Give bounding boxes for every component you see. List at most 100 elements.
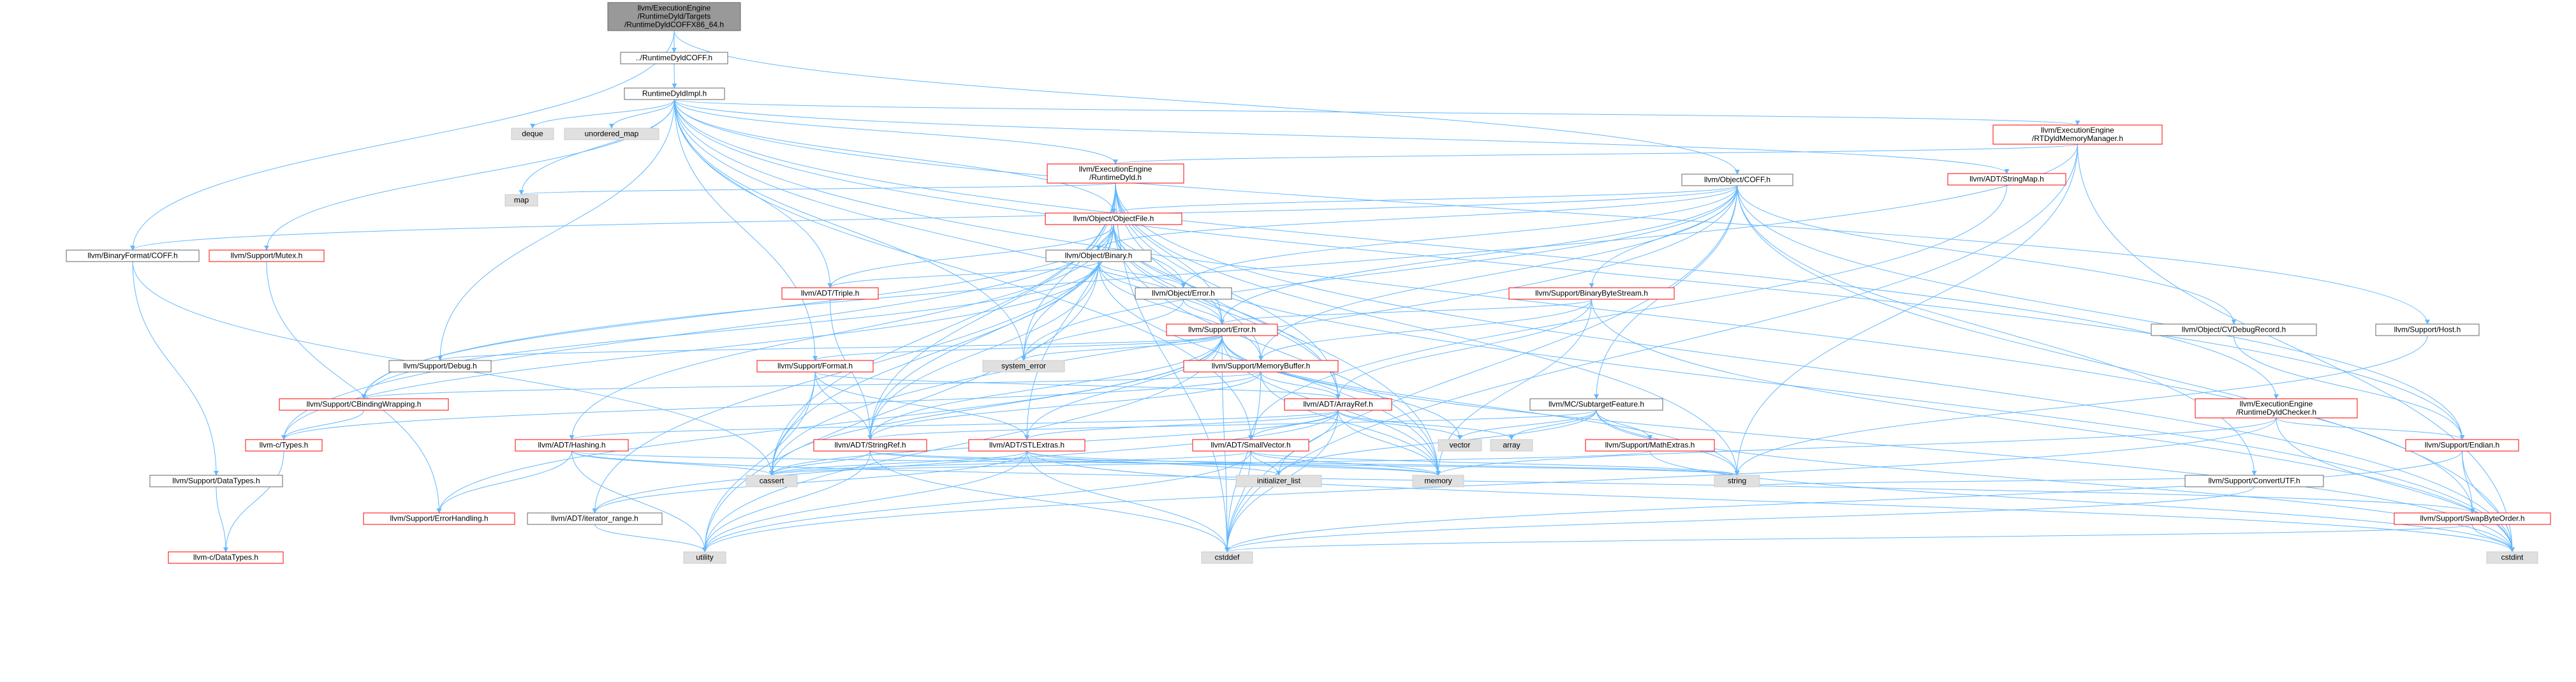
node-host[interactable]: llvm/Support/Host.h <box>2375 323 2480 336</box>
node-box <box>1585 439 1715 452</box>
node-box <box>620 52 728 64</box>
edge-objfile-to-cassert <box>769 224 1114 476</box>
node-box <box>781 287 879 300</box>
node-objfile[interactable]: llvm/Object/ObjectFile.h <box>1045 212 1182 225</box>
node-datatypes[interactable]: llvm/Support/DataTypes.h <box>149 475 283 487</box>
node-label: llvm/MC/SubtargetFeature.h <box>1549 400 1644 409</box>
edge-rtdyldmm-to-runtimedyld <box>1113 144 2078 165</box>
node-endian[interactable]: llvm/Support/Endian.h <box>2405 439 2519 452</box>
node-smallvector[interactable]: llvm/ADT/SmallVector.h <box>1192 439 1309 452</box>
node-label: cstddef <box>1215 553 1240 562</box>
node-box <box>1183 360 1339 373</box>
edge-binary-to-objerror <box>1098 261 1186 288</box>
node-unordered-map[interactable]: unordered_map <box>564 128 659 140</box>
node-box <box>279 398 449 411</box>
node-mathextras[interactable]: llvm/Support/MathExtras.h <box>1585 439 1715 452</box>
node-cstddef[interactable]: cstddef <box>1201 551 1253 564</box>
node-label: llvm/ExecutionEngine <box>2240 399 2313 408</box>
edge-rdimpl-to-triple <box>674 99 833 288</box>
node-superror[interactable]: llvm/Support/Error.h <box>1166 323 1278 336</box>
node-box <box>982 360 1065 373</box>
node-label: llvm/ADT/Triple.h <box>801 289 860 298</box>
node-label: cassert <box>760 477 784 486</box>
node-mutex[interactable]: llvm/Support/Mutex.h <box>209 249 325 262</box>
edge-convertutf-to-string <box>1735 475 2255 487</box>
node-ctypes[interactable]: llvm-c/Types.h <box>245 439 323 452</box>
edge-superror-to-stlextras <box>1024 335 1223 440</box>
node-cbinding[interactable]: llvm/Support/CBindingWrapping.h <box>279 398 449 411</box>
edge-hashing-to-errorhandling <box>436 450 572 514</box>
edge-host-to-string <box>1734 335 2428 476</box>
node-box <box>1166 323 1278 336</box>
edge-objcoff-to-cvdebug <box>1737 185 2237 325</box>
edge-arrayref-to-vector <box>1337 410 1462 440</box>
node-debug[interactable]: llvm/Support/Debug.h <box>388 360 492 373</box>
node-system-error[interactable]: system_error <box>982 360 1065 373</box>
node-stringmap[interactable]: llvm/ADT/StringMap.h <box>1947 173 2066 186</box>
node-label: /RuntimeDyldChecker.h <box>2236 408 2316 417</box>
node-stlextras[interactable]: llvm/ADT/STLExtras.h <box>968 439 1086 452</box>
node-objcoff[interactable]: llvm/Object/COFF.h <box>1681 174 1793 186</box>
node-box <box>1201 551 1253 564</box>
node-vector[interactable]: vector <box>1438 439 1482 452</box>
edge-rdimpl-to-host <box>674 99 2430 325</box>
node-string[interactable]: string <box>1714 475 1760 487</box>
edge-subtarget-to-initializer_list <box>1276 410 1597 476</box>
node-box <box>2151 323 2317 336</box>
node-ctypesdata[interactable]: llvm-c/DataTypes.h <box>168 551 284 564</box>
node-label: cstdint <box>2501 553 2524 562</box>
edge-smallvector-to-string <box>1250 450 1740 476</box>
node-binbytestream[interactable]: llvm/Support/BinaryByteStream.h <box>1508 287 1675 300</box>
node-swapbyteorder[interactable]: llvm/Support/SwapByteOrder.h <box>2394 512 2551 525</box>
node-convertutf[interactable]: llvm/Support/ConvertUTF.h <box>2184 475 2324 487</box>
node-utility[interactable]: utility <box>683 551 726 564</box>
node-rdcoff[interactable]: ../RuntimeDyldCOFF.h <box>620 52 728 64</box>
node-rdchecker[interactable]: llvm/ExecutionEngine/RuntimeDyldChecker.… <box>2195 398 2358 419</box>
edge-memorybuffer-to-cstddef <box>1225 371 1262 552</box>
node-stringref[interactable]: llvm/ADT/StringRef.h <box>813 439 927 452</box>
node-memory[interactable]: memory <box>1412 475 1464 487</box>
edge-subtarget-to-stringref <box>867 410 1597 440</box>
node-cassert[interactable]: cassert <box>746 475 798 487</box>
node-binfmtcoff[interactable]: llvm/BinaryFormat/COFF.h <box>66 249 200 262</box>
node-array[interactable]: array <box>1490 439 1533 452</box>
node-deque[interactable]: deque <box>511 128 554 140</box>
node-runtimedyld[interactable]: llvm/ExecutionEngine/RuntimeDyld.h <box>1047 163 1184 184</box>
node-cstdint[interactable]: cstdint <box>2486 551 2538 564</box>
node-triple[interactable]: llvm/ADT/Triple.h <box>781 287 879 300</box>
node-label: string <box>1728 477 1746 486</box>
edge-binbytestream-to-memorybuffer <box>1258 299 1592 361</box>
node-binary[interactable]: llvm/Object/Binary.h <box>1045 249 1152 262</box>
node-label: /RuntimeDyld.h <box>1089 173 1142 182</box>
node-cvdebug[interactable]: llvm/Object/CVDebugRecord.h <box>2151 323 2317 336</box>
node-format[interactable]: llvm/Support/Format.h <box>756 360 874 373</box>
node-objerror[interactable]: llvm/Object/Error.h <box>1135 287 1232 300</box>
edge-smallvector-to-utility <box>702 450 1251 552</box>
node-iterator-range[interactable]: llvm/ADT/iterator_range.h <box>527 512 663 525</box>
edge-rdimpl-to-runtimedyld <box>674 99 1118 165</box>
node-label: ../RuntimeDyldCOFF.h <box>636 54 712 63</box>
node-box <box>2394 512 2551 525</box>
node-box <box>511 128 554 140</box>
node-hashing[interactable]: llvm/ADT/Hashing.h <box>515 439 629 452</box>
node-label: initializer_list <box>1257 477 1301 486</box>
node-rdimpl[interactable]: RuntimeDyldImpl.h <box>624 87 725 100</box>
node-root[interactable]: llvm/ExecutionEngine/RuntimeDyld/Targets… <box>607 2 741 31</box>
node-box <box>1529 398 1663 411</box>
edge-rdchecker-to-endian <box>2276 417 2465 440</box>
node-arrayref[interactable]: llvm/ADT/ArrayRef.h <box>1284 398 1392 411</box>
edge-hashing-to-swapbyteorder <box>571 450 2475 514</box>
node-memorybuffer[interactable]: llvm/Support/MemoryBuffer.h <box>1183 360 1339 373</box>
node-subtarget[interactable]: llvm/MC/SubtargetFeature.h <box>1529 398 1663 411</box>
node-box <box>564 128 659 140</box>
edge-rdchecker-to-utility <box>702 417 2277 552</box>
node-label: llvm/Support/ErrorHandling.h <box>390 514 488 523</box>
node-initializer-list[interactable]: initializer_list <box>1235 475 1322 487</box>
edge-cvdebug-to-endian <box>2234 335 2465 440</box>
node-label: llvm/Support/MemoryBuffer.h <box>1212 362 1311 371</box>
node-map[interactable]: map <box>504 194 538 207</box>
node-rtdyldmm[interactable]: llvm/ExecutionEngine/RTDyldMemoryManager… <box>1992 124 2163 145</box>
edge-mathextras-to-cassert <box>769 450 1651 476</box>
node-errorhandling[interactable]: llvm/Support/ErrorHandling.h <box>363 512 515 525</box>
node-box <box>1490 439 1533 452</box>
